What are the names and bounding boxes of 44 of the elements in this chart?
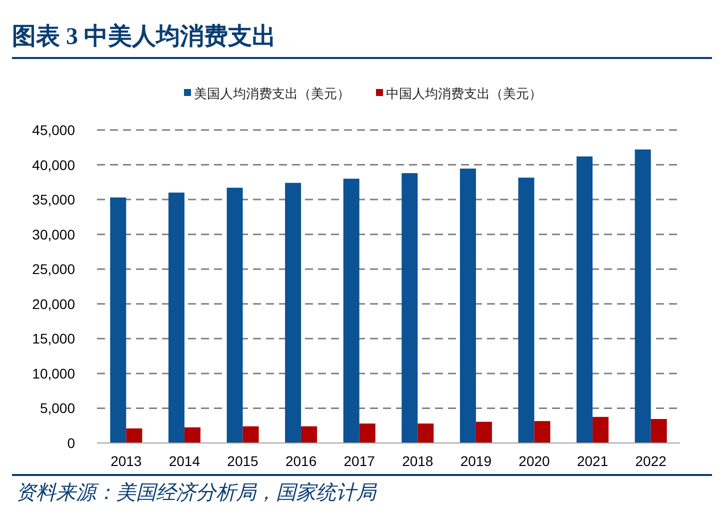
legend-label: 中国人均消费支出（美元） (386, 86, 542, 101)
x-tick-label: 2013 (110, 453, 142, 469)
y-tick-label: 35,000 (32, 192, 76, 208)
x-tick-label: 2016 (285, 453, 317, 469)
bar (576, 156, 593, 443)
bar (184, 427, 200, 443)
y-tick-label: 20,000 (32, 296, 76, 312)
y-tick-label: 30,000 (32, 226, 76, 242)
legend-label: 美国人均消费支出（美元） (194, 86, 350, 101)
text: 资料来源：美国经济分析局，国家统计局 (16, 481, 378, 504)
bar (359, 424, 376, 443)
bar (343, 178, 360, 443)
x-tick-label: 2019 (460, 453, 492, 469)
bar (534, 421, 550, 443)
y-tick-label: 15,000 (32, 330, 76, 347)
x-tick-label: 2015 (227, 453, 259, 469)
bar (650, 419, 667, 443)
bar (126, 428, 142, 443)
bar (402, 173, 418, 443)
y-tick-label: 5,000 (40, 400, 76, 416)
bar (168, 192, 184, 443)
x-tick-label: 2022 (635, 453, 667, 469)
bar (476, 422, 492, 443)
x-tick-label: 2021 (576, 453, 608, 469)
bar (110, 197, 126, 443)
bar (634, 149, 651, 443)
bar (418, 424, 434, 443)
x-tick-label: 2014 (168, 453, 200, 469)
x-tick-label: 2017 (344, 453, 376, 469)
x-tick-label: 2020 (518, 453, 550, 469)
bar (460, 168, 476, 443)
bar (592, 416, 609, 443)
y-tick-label: 25,000 (32, 261, 76, 278)
x-tick-label: 2018 (402, 453, 434, 469)
chart-title: 图表 3 中美人均消费支出 (12, 22, 276, 50)
bar (285, 182, 302, 443)
bar (242, 426, 259, 443)
y-tick-label: 0 (67, 435, 76, 451)
y-tick-label: 45,000 (32, 122, 76, 138)
bar (518, 178, 534, 443)
y-tick-label: 10,000 (32, 365, 76, 382)
bar (301, 426, 318, 443)
bar (226, 188, 243, 443)
y-tick-label: 40,000 (32, 156, 76, 173)
